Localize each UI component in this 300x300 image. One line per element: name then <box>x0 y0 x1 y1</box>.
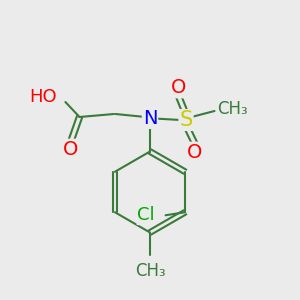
Text: O: O <box>187 142 203 162</box>
Text: S: S <box>179 110 193 130</box>
Text: O: O <box>171 78 186 98</box>
Text: N: N <box>143 109 157 128</box>
Text: CH₃: CH₃ <box>135 262 165 280</box>
Text: CH₃: CH₃ <box>218 100 248 118</box>
Text: Cl: Cl <box>137 206 155 224</box>
Text: HO: HO <box>29 88 57 106</box>
Text: O: O <box>63 140 78 159</box>
